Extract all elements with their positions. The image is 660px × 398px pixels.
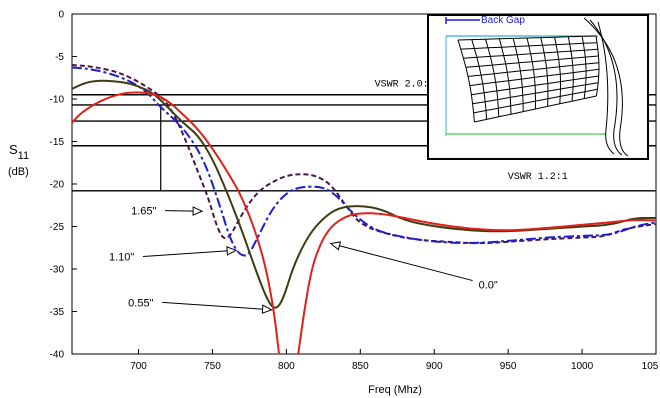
series-line bbox=[72, 66, 656, 257]
inset-back-gap-label: Back Gap bbox=[481, 15, 525, 26]
y-axis-title: S11 bbox=[9, 142, 29, 162]
inset-mesh-col bbox=[498, 38, 512, 115]
y-tick-label: 0 bbox=[58, 10, 64, 21]
inset-mesh-col bbox=[485, 39, 500, 117]
inset-mesh-col bbox=[540, 37, 549, 107]
inset-mesh-col bbox=[567, 36, 574, 102]
annotation-arrow-line bbox=[330, 243, 473, 282]
y-tick-label: -30 bbox=[50, 265, 65, 276]
inset-mesh-col bbox=[457, 39, 475, 123]
annotation-arrow-line bbox=[142, 249, 237, 257]
annotation-arrowhead bbox=[192, 206, 204, 216]
inset-mesh bbox=[457, 35, 600, 123]
x-tick-label: 900 bbox=[426, 361, 443, 372]
annotations-layer: VSWR 2.0:1 VSWR 1.2:1 1.65" 1.10" 0.55" 0.0" bbox=[109, 79, 568, 314]
inset-mesh-col bbox=[595, 35, 600, 97]
inset-mesh-col bbox=[526, 37, 537, 110]
y-tick-label: -10 bbox=[50, 95, 65, 106]
series-layer bbox=[72, 64, 656, 354]
annotation-arrowhead bbox=[329, 241, 342, 251]
x-tick-label: 950 bbox=[500, 361, 517, 372]
curve-label: 1.65" bbox=[131, 206, 156, 218]
series-line bbox=[72, 64, 656, 245]
vswr-label: VSWR 1.2:1 bbox=[508, 172, 568, 183]
curve-label: 0.0" bbox=[479, 280, 498, 292]
inset-mesh-col bbox=[512, 38, 524, 112]
inset-curve-3 bbox=[589, 19, 623, 156]
x-tick-label: 800 bbox=[278, 361, 295, 372]
annotation-arrowhead bbox=[261, 304, 273, 314]
inset-curve-1 bbox=[597, 21, 615, 155]
x-tick-label: 1000 bbox=[571, 361, 594, 372]
inset-mesh-col bbox=[554, 37, 561, 104]
axes-layer: 0 -5 -10 -15 -20 -25 -30 -35 -40 700 750 800 850 900 9… bbox=[50, 10, 659, 373]
x-axis-title: Freq (Mhz) bbox=[368, 384, 422, 396]
y-tick-label: -15 bbox=[50, 137, 65, 148]
x-tick-label: 105 bbox=[642, 361, 659, 372]
vswr-label: VSWR 2.0:1 bbox=[375, 79, 435, 90]
curve-label: 0.55" bbox=[128, 297, 153, 309]
x-tick-label: 850 bbox=[352, 361, 369, 372]
y-tick-label: -20 bbox=[50, 180, 65, 191]
y-axis-unit: (dB) bbox=[8, 166, 29, 178]
inset-diagram: Back Gap bbox=[427, 14, 649, 160]
annotation-arrow-line bbox=[162, 301, 272, 311]
x-tick-label: 700 bbox=[130, 361, 147, 372]
series-line bbox=[297, 212, 656, 354]
curve-label: 1.10" bbox=[109, 252, 134, 264]
x-tick-label: 750 bbox=[204, 361, 221, 372]
annotation-arrowhead bbox=[226, 246, 238, 256]
inset-mesh-col bbox=[581, 36, 587, 99]
y-tick-label: -25 bbox=[50, 222, 65, 233]
y-tick-label: -35 bbox=[50, 307, 65, 318]
inset-frame bbox=[427, 14, 649, 160]
y-tick-label: -40 bbox=[50, 350, 65, 361]
series-line bbox=[72, 91, 280, 354]
inset-mesh-col bbox=[471, 39, 488, 120]
y-tick-label: -5 bbox=[55, 52, 64, 63]
